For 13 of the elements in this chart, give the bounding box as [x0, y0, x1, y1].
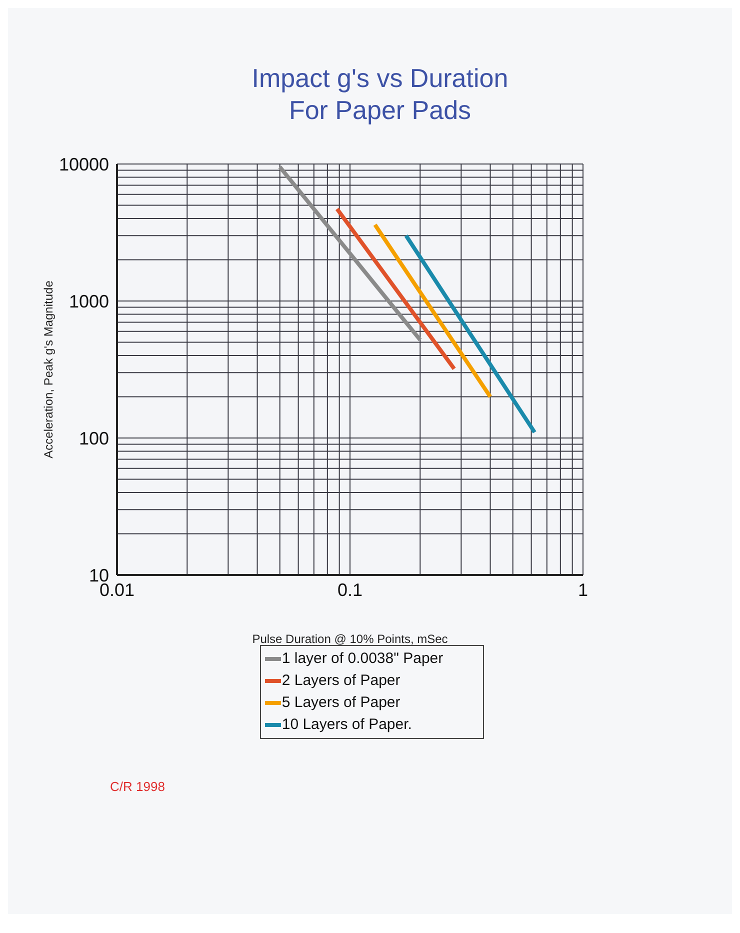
chart-title: Impact g's vs Duration For Paper Pads — [250, 62, 510, 126]
x-tick-label: 1 — [578, 580, 588, 600]
text: C/R 1998 — [109, 779, 166, 796]
y-axis-title: Acceleration, Peak g's Magnitude — [41, 280, 56, 458]
y-tick-label: 100 — [78, 428, 109, 448]
x-tick-label: 0.1 — [337, 580, 363, 600]
legend-label: 2 Layers of Paper — [282, 671, 400, 691]
legend-label: 1 layer of 0.0038" Paper — [282, 649, 444, 669]
y-tick-label: 10000 — [58, 154, 109, 174]
legend-label: 10 Layers of Paper. — [282, 715, 412, 735]
x-axis-title: Pulse Duration @ 10% Points, mSec — [252, 632, 448, 646]
legend-label: 5 Layers of Paper — [282, 693, 400, 713]
y-tick-label: 1000 — [68, 291, 109, 312]
